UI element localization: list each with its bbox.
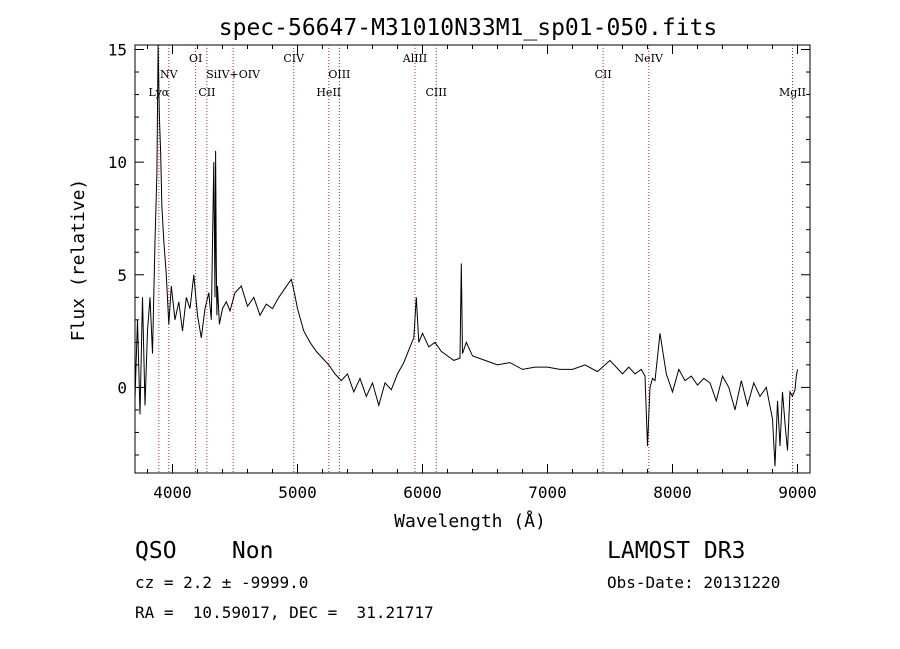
x-tick-label-0: 4000 bbox=[153, 483, 192, 502]
marker-label-9: CIII bbox=[426, 86, 447, 99]
x-tick-label-3: 7000 bbox=[528, 483, 567, 502]
y-axis-label: Flux (relative) bbox=[68, 179, 89, 342]
y-tick-label-1: 5 bbox=[117, 266, 127, 285]
marker-label-1: NV bbox=[160, 68, 179, 81]
marker-label-7: OIII bbox=[328, 68, 350, 81]
y-tick-label-3: 15 bbox=[108, 41, 127, 60]
x-tick-label-1: 5000 bbox=[278, 483, 317, 502]
x-axis-label: Wavelength (Å) bbox=[394, 510, 546, 532]
marker-label-6: HeII bbox=[316, 86, 341, 99]
chart-title: spec-56647-M31010N33M1_sp01-050.fits bbox=[219, 15, 718, 41]
redshift-label: cz = 2.2 ± -9999.0 bbox=[135, 573, 309, 592]
marker-label-12: MgII bbox=[779, 86, 806, 99]
obs-date-label: Obs-Date: 20131220 bbox=[607, 573, 781, 592]
marker-label-5: CIV bbox=[283, 52, 305, 65]
marker-label-10: CII bbox=[595, 68, 612, 81]
y-tick-label-2: 10 bbox=[108, 153, 127, 172]
axis-ticks: 4000 5000 6000 7000 8000 9000 0 5 10 15 bbox=[108, 41, 817, 502]
x-tick-label-2: 6000 bbox=[403, 483, 442, 502]
survey-label: LAMOST DR3 bbox=[607, 538, 746, 564]
marker-label-8: AlIII bbox=[402, 52, 428, 65]
marker-label-2: OI bbox=[189, 52, 202, 65]
x-tick-label-5: 9000 bbox=[778, 483, 817, 502]
emission-line-markers: LyαNVOICIISiIV+OIVCIVHeIIOIIIAlIIICIIICI… bbox=[148, 45, 806, 473]
y-tick-label-0: 0 bbox=[117, 378, 127, 397]
marker-label-11: NeIV bbox=[635, 52, 664, 65]
marker-label-3: CII bbox=[198, 86, 215, 99]
object-class-label: QSO Non bbox=[135, 538, 274, 564]
spectrum-line bbox=[134, 44, 798, 467]
coordinates-label: RA = 10.59017, DEC = 31.21717 bbox=[135, 603, 434, 622]
marker-label-4: SiIV+OIV bbox=[206, 68, 261, 81]
plot-frame bbox=[134, 44, 811, 474]
x-tick-label-4: 8000 bbox=[653, 483, 692, 502]
